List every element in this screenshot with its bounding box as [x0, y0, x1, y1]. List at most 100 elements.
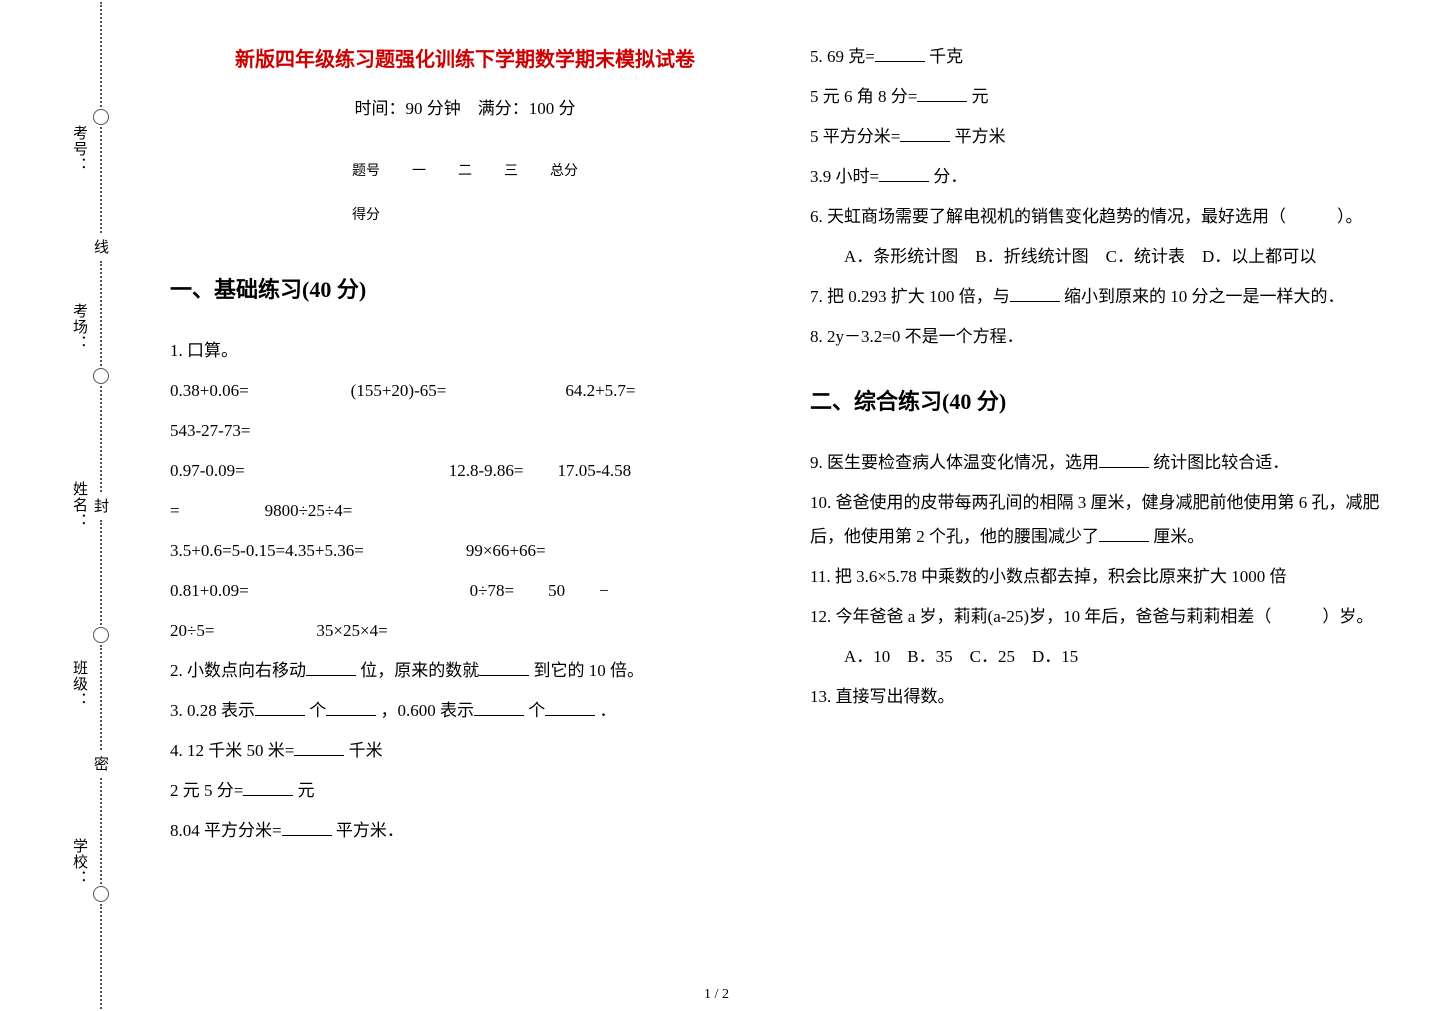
column-left: 新版四年级练习题强化训练下学期数学期末模拟试卷 时间：90 分钟 满分：100 …	[170, 40, 770, 960]
th-label: 题号	[336, 150, 396, 194]
q9-part: 统计图比较合适．	[1153, 453, 1289, 472]
q5-part: 元	[972, 87, 989, 106]
q4-line3: 8.04 平方分米= 平方米．	[170, 814, 760, 848]
th-one: 一	[396, 150, 442, 194]
q11: 11. 把 3.6×5.78 中乘数的小数点都去掉，积会比原来扩大 1000 倍	[810, 560, 1400, 594]
q5-part: 分．	[933, 167, 967, 186]
q4-part: 2 元 5 分=	[170, 781, 243, 800]
exam-subtitle: 时间：90 分钟 满分：100 分	[170, 92, 760, 126]
binding-spine: 考号： 考场： 姓名： 班级： 学校： 线 封 密	[40, 0, 140, 1011]
score-table: 题号 一 二 三 总分 得分	[336, 150, 594, 238]
q12: 12. 今年爸爸 a 岁，莉莉(a-25)岁，10 年后，爸爸与莉莉相差（ ）岁…	[810, 600, 1400, 634]
blank	[545, 699, 595, 716]
table-row: 题号 一 二 三 总分	[336, 150, 594, 194]
q4-line2: 2 元 5 分= 元	[170, 774, 760, 808]
q2-part: 位，原来的数就	[360, 661, 479, 680]
blank	[255, 699, 305, 716]
q4-part: 4. 12 千米 50 米=	[170, 741, 294, 760]
q4-part: 8.04 平方分米=	[170, 821, 282, 840]
q5-part: 5 平方分米=	[810, 127, 900, 146]
q7-part: 缩小到原来的 10 分之一是一样大的．	[1064, 287, 1345, 306]
column-right: 5. 69 克= 千克 5 元 6 角 8 分= 元 5 平方分米= 平方米 3…	[810, 40, 1400, 960]
q6: 6. 天虹商场需要了解电视机的销售变化趋势的情况，最好选用（ ）。	[810, 200, 1400, 234]
q10-part: 10. 爸爸使用的皮带每两孔间的相隔 3 厘米，健身减肥前他使用第 6 孔，减肥…	[810, 493, 1380, 546]
section-2-heading: 二、综合练习(40 分)	[810, 380, 1400, 424]
q1-line: 543-27-73=	[170, 414, 760, 448]
q5-part: 平方米	[955, 127, 1006, 146]
q4-part: 千米	[349, 741, 383, 760]
q9-part: 9. 医生要检查病人体温变化情况，选用	[810, 453, 1099, 472]
dotted-line	[100, 127, 102, 232]
q7-part: 7. 把 0.293 扩大 100 倍，与	[810, 287, 1010, 306]
page-number: 1 / 2	[704, 987, 729, 1003]
blank	[326, 699, 376, 716]
blank	[1099, 525, 1149, 542]
q3-part: ，0.600 表示	[381, 701, 475, 720]
blank	[900, 125, 950, 142]
q1-line: 0.81+0.09= 0÷78= 50 −	[170, 574, 760, 608]
q5-part: 千克	[929, 47, 963, 66]
blank	[243, 779, 293, 796]
blank	[306, 659, 356, 676]
blank	[294, 739, 344, 756]
q3: 3. 0.28 表示 个 ，0.600 表示 个 ．	[170, 694, 760, 728]
q10: 10. 爸爸使用的皮带每两孔间的相隔 3 厘米，健身减肥前他使用第 6 孔，减肥…	[810, 486, 1400, 554]
q3-part: 个	[528, 701, 545, 720]
blank	[1010, 285, 1060, 302]
td-score-label: 得分	[336, 194, 396, 238]
dotted-line	[100, 778, 102, 883]
q4-part: 平方米．	[336, 821, 404, 840]
th-two: 二	[442, 150, 488, 194]
q1-line: 0.38+0.06= (155+20)-65= 64.2+5.7=	[170, 374, 760, 408]
page-content: 新版四年级练习题强化训练下学期数学期末模拟试卷 时间：90 分钟 满分：100 …	[170, 40, 1400, 960]
dotted-line	[100, 2, 102, 107]
q1-line: = 9800÷25÷4=	[170, 494, 760, 528]
seal-char: 线	[90, 239, 111, 255]
q1-line: 3.5+0.6=5-0.15=4.35+5.36= 99×66+66=	[170, 534, 760, 568]
q2-part: 到它的 10 倍。	[534, 661, 645, 680]
seal-circle	[93, 627, 109, 643]
seal-circle	[93, 109, 109, 125]
q1-line: 0.97-0.09= 12.8-9.86= 17.05-4.58	[170, 454, 760, 488]
th-total: 总分	[534, 150, 594, 194]
seal-char: 封	[90, 498, 111, 514]
q4-part: 元	[298, 781, 315, 800]
spine-label-room: 考场：	[69, 303, 90, 351]
q2-part: 2. 小数点向右移动	[170, 661, 306, 680]
spine-label-name: 姓名：	[69, 481, 90, 529]
exam-title: 新版四年级练习题强化训练下学期数学期末模拟试卷	[170, 40, 760, 80]
q5-l4: 3.9 小时= 分．	[810, 160, 1400, 194]
spine-label-class: 班级：	[69, 660, 90, 708]
q1-label: 1. 口算。	[170, 334, 760, 368]
dotted-line	[100, 520, 102, 625]
blank	[282, 819, 332, 836]
q8: 8. 2y－3.2=0 不是一个方程．	[810, 320, 1400, 354]
q12-options: A．10 B．35 C．25 D．15	[810, 640, 1400, 674]
q5-part: 5. 69 克=	[810, 47, 875, 66]
q5-l3: 5 平方分米= 平方米	[810, 120, 1400, 154]
q13: 13. 直接写出得数。	[810, 680, 1400, 714]
table-row: 得分	[336, 194, 594, 238]
seal-char: 密	[90, 756, 111, 772]
dotted-line	[100, 261, 102, 366]
dotted-line	[100, 645, 102, 750]
section-1-heading: 一、基础练习(40 分)	[170, 268, 760, 312]
th-three: 三	[488, 150, 534, 194]
q10-part: 厘米。	[1153, 527, 1204, 546]
q3-part: 个	[309, 701, 326, 720]
q5-l2: 5 元 6 角 8 分= 元	[810, 80, 1400, 114]
seal-circle	[93, 368, 109, 384]
q5-part: 3.9 小时=	[810, 167, 879, 186]
blank	[875, 45, 925, 62]
q9: 9. 医生要检查病人体温变化情况，选用 统计图比较合适．	[810, 446, 1400, 480]
q5: 5. 69 克= 千克	[810, 40, 1400, 74]
blank	[917, 85, 967, 102]
blank	[1099, 451, 1149, 468]
spine-label-school: 学校：	[69, 838, 90, 886]
q6-options: A．条形统计图 B．折线统计图 C．统计表 D．以上都可以	[810, 240, 1400, 274]
q3-part: 3. 0.28 表示	[170, 701, 255, 720]
q2: 2. 小数点向右移动 位，原来的数就 到它的 10 倍。	[170, 654, 760, 688]
dotted-line	[100, 904, 102, 1009]
seal-circle	[93, 886, 109, 902]
q5-part: 5 元 6 角 8 分=	[810, 87, 917, 106]
